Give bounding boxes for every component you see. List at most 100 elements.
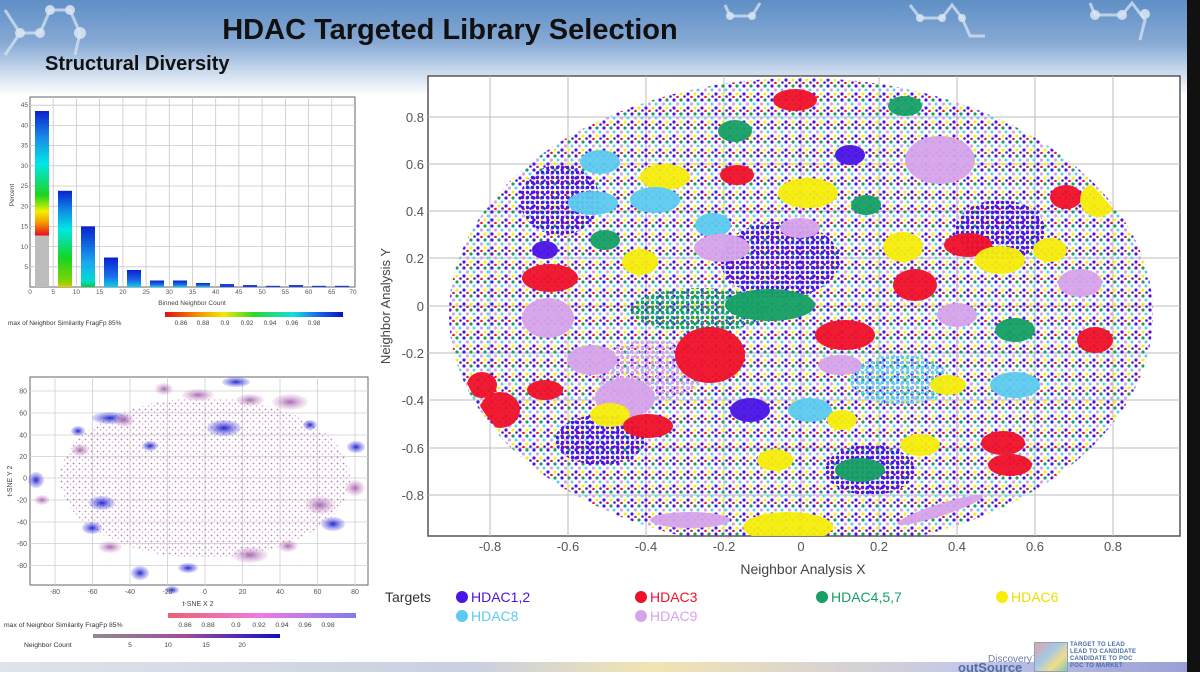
svg-text:0.96: 0.96 xyxy=(298,622,311,629)
svg-text:HDAC6: HDAC6 xyxy=(1011,589,1059,605)
svg-text:15: 15 xyxy=(21,224,29,231)
svg-text:80: 80 xyxy=(19,389,27,396)
logo-word-discovery: Discovery™ xyxy=(988,654,1042,665)
svg-text:50: 50 xyxy=(258,289,266,296)
svg-text:Percent: Percent xyxy=(9,184,16,207)
svg-text:0.92: 0.92 xyxy=(241,320,254,327)
histogram-bar xyxy=(58,190,72,287)
svg-text:0.94: 0.94 xyxy=(264,320,277,327)
svg-text:5: 5 xyxy=(24,264,28,271)
svg-text:80: 80 xyxy=(351,589,359,596)
histogram-bar xyxy=(35,111,49,287)
footer-band xyxy=(0,662,1187,672)
svg-text:0.86: 0.86 xyxy=(175,320,188,327)
histogram-bar xyxy=(289,285,303,287)
svg-text:10: 10 xyxy=(73,289,81,296)
legend-item-hdac9[interactable]: HDAC9 xyxy=(635,608,698,624)
svg-text:-0.8: -0.8 xyxy=(479,539,501,554)
svg-text:35: 35 xyxy=(189,289,197,296)
svg-text:-0.8: -0.8 xyxy=(402,488,424,503)
svg-text:0.9: 0.9 xyxy=(231,622,241,629)
legend-item-hdac6[interactable]: HDAC6 xyxy=(996,589,1059,605)
svg-text:t-SNE X 2: t-SNE X 2 xyxy=(182,601,213,608)
svg-text:40: 40 xyxy=(19,433,27,440)
svg-text:0: 0 xyxy=(417,299,424,314)
svg-text:-0.4: -0.4 xyxy=(635,539,657,554)
histogram-bar xyxy=(243,285,257,287)
logo-emblem-icon xyxy=(1034,642,1068,672)
logo-taglines: TARGET TO LEAD LEAD TO CANDIDATE CANDIDAT… xyxy=(1070,642,1137,669)
svg-text:15: 15 xyxy=(96,289,104,296)
svg-text:35: 35 xyxy=(21,143,29,150)
svg-text:0.92: 0.92 xyxy=(252,622,265,629)
svg-text:65: 65 xyxy=(328,289,336,296)
svg-text:40: 40 xyxy=(276,589,284,596)
svg-text:25: 25 xyxy=(142,289,150,296)
svg-text:15: 15 xyxy=(202,642,210,649)
svg-text:0.98: 0.98 xyxy=(321,622,334,629)
histogram-bar xyxy=(150,280,164,287)
svg-text:Neighbor Analysis Y: Neighbor Analysis Y xyxy=(378,248,393,364)
svg-text:20: 20 xyxy=(238,642,246,649)
svg-text:55: 55 xyxy=(282,289,290,296)
svg-text:max of Neighbor Similarity Fra: max of Neighbor Similarity FragFp 85% xyxy=(4,622,123,629)
svg-text:0: 0 xyxy=(797,539,804,554)
svg-text:40: 40 xyxy=(21,123,29,130)
svg-text:0.8: 0.8 xyxy=(406,110,424,125)
svg-text:20: 20 xyxy=(19,454,27,461)
svg-text:0: 0 xyxy=(23,476,27,483)
svg-text:60: 60 xyxy=(314,589,322,596)
svg-text:-0.6: -0.6 xyxy=(557,539,579,554)
svg-text:-20: -20 xyxy=(17,498,27,505)
svg-text:0.8: 0.8 xyxy=(1104,539,1122,554)
svg-text:0.4: 0.4 xyxy=(406,204,424,219)
svg-text:0.9: 0.9 xyxy=(220,320,229,327)
svg-text:0.6: 0.6 xyxy=(406,157,424,172)
svg-text:Targets: Targets xyxy=(385,589,431,605)
svg-text:20: 20 xyxy=(239,589,247,596)
svg-text:0.86: 0.86 xyxy=(178,622,191,629)
svg-text:HDAC1,2: HDAC1,2 xyxy=(471,589,530,605)
svg-text:max of Neighbor Similarity Fra: max of Neighbor Similarity FragFp 85% xyxy=(8,320,122,327)
svg-text:0: 0 xyxy=(28,289,32,296)
svg-text:0.4: 0.4 xyxy=(948,539,966,554)
section-subtitle: Structural Diversity xyxy=(45,53,230,75)
svg-text:-40: -40 xyxy=(17,520,27,527)
svg-text:-60: -60 xyxy=(17,541,27,548)
svg-text:0.6: 0.6 xyxy=(1026,539,1044,554)
legend-item-hdac4-5-7[interactable]: HDAC4,5,7 xyxy=(816,589,902,605)
discovery-outsource-logo: Discovery™ outSource TARGET TO LEAD LEAD … xyxy=(958,640,1148,675)
svg-text:Neighbor Analysis X: Neighbor Analysis X xyxy=(740,561,866,577)
svg-text:-0.2: -0.2 xyxy=(402,346,424,361)
svg-text:0: 0 xyxy=(203,589,207,596)
histogram-bar xyxy=(312,285,326,287)
svg-text:10: 10 xyxy=(164,642,172,649)
svg-text:70: 70 xyxy=(349,289,357,296)
svg-text:20: 20 xyxy=(119,289,127,296)
svg-text:30: 30 xyxy=(21,163,29,170)
svg-text:45: 45 xyxy=(235,289,243,296)
svg-text:5: 5 xyxy=(51,289,55,296)
neighbor-analysis-scatter-chart: 0.8 0.6 0.4 0.2 0 -0.2 -0.4 -0.6 -0.8 Neighb… xyxy=(378,75,1181,624)
legend-item-hdac1-2[interactable]: HDAC1,2 xyxy=(456,589,530,605)
svg-text:t-SNE Y 2: t-SNE Y 2 xyxy=(7,465,14,496)
svg-text:-20: -20 xyxy=(162,589,172,596)
legend-item-hdac8[interactable]: HDAC8 xyxy=(456,608,519,624)
slide-title: HDAC Targeted Library Selection xyxy=(222,14,678,46)
svg-text:60: 60 xyxy=(305,289,313,296)
svg-text:HDAC3: HDAC3 xyxy=(650,589,698,605)
svg-text:40: 40 xyxy=(212,289,220,296)
svg-text:60: 60 xyxy=(19,411,27,418)
svg-text:0.94: 0.94 xyxy=(275,622,288,629)
svg-text:0.98: 0.98 xyxy=(308,320,321,327)
svg-text:-0.2: -0.2 xyxy=(713,539,735,554)
histogram-bar xyxy=(196,283,210,287)
targets-legend: Targets HDAC1,2 HDAC3 HDAC4,5,7 HDAC6 HD… xyxy=(385,589,1059,624)
svg-text:-40: -40 xyxy=(125,589,135,596)
histogram-bar xyxy=(335,285,349,287)
svg-text:HDAC4,5,7: HDAC4,5,7 xyxy=(831,589,902,605)
histogram-bar xyxy=(81,226,95,287)
legend-item-hdac3[interactable]: HDAC3 xyxy=(635,589,698,605)
svg-text:0.96: 0.96 xyxy=(286,320,299,327)
window-edge xyxy=(1187,0,1200,672)
